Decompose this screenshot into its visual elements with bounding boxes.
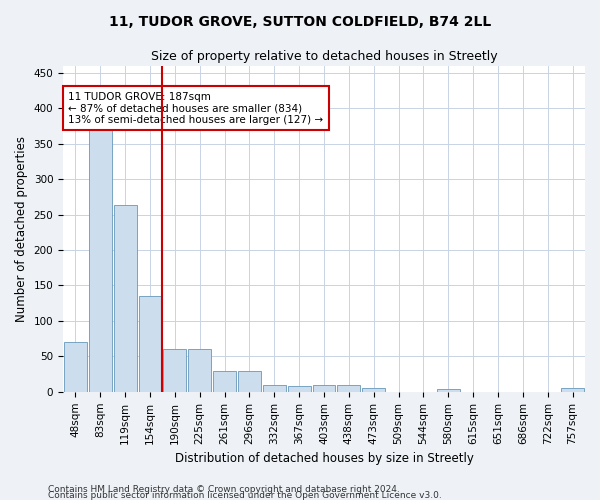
Bar <box>238 370 261 392</box>
Bar <box>213 370 236 392</box>
Bar <box>163 350 187 392</box>
X-axis label: Distribution of detached houses by size in Streetly: Distribution of detached houses by size … <box>175 452 473 465</box>
Bar <box>313 384 335 392</box>
Bar <box>139 296 161 392</box>
Bar <box>362 388 385 392</box>
Text: Contains HM Land Registry data © Crown copyright and database right 2024.: Contains HM Land Registry data © Crown c… <box>48 486 400 494</box>
Bar <box>437 389 460 392</box>
Text: Contains public sector information licensed under the Open Government Licence v3: Contains public sector information licen… <box>48 492 442 500</box>
Title: Size of property relative to detached houses in Streetly: Size of property relative to detached ho… <box>151 50 497 63</box>
Bar <box>561 388 584 392</box>
Bar <box>114 206 137 392</box>
Bar <box>263 384 286 392</box>
Bar <box>288 386 311 392</box>
Text: 11, TUDOR GROVE, SUTTON COLDFIELD, B74 2LL: 11, TUDOR GROVE, SUTTON COLDFIELD, B74 2… <box>109 15 491 29</box>
Bar <box>89 122 112 392</box>
Bar <box>188 350 211 392</box>
Bar <box>64 342 87 392</box>
Y-axis label: Number of detached properties: Number of detached properties <box>15 136 28 322</box>
Bar <box>337 384 361 392</box>
Text: 11 TUDOR GROVE: 187sqm
← 87% of detached houses are smaller (834)
13% of semi-de: 11 TUDOR GROVE: 187sqm ← 87% of detached… <box>68 92 323 125</box>
